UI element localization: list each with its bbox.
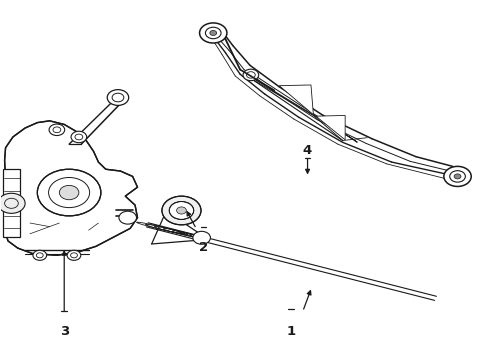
Circle shape	[59, 185, 79, 200]
Circle shape	[107, 90, 129, 105]
Circle shape	[162, 196, 201, 225]
Text: 3: 3	[60, 325, 69, 338]
Polygon shape	[4, 121, 138, 255]
Circle shape	[49, 124, 65, 135]
Polygon shape	[316, 116, 345, 140]
Polygon shape	[3, 169, 20, 237]
Circle shape	[37, 169, 101, 216]
Circle shape	[33, 250, 47, 260]
Polygon shape	[253, 77, 357, 142]
Circle shape	[444, 166, 471, 186]
Circle shape	[193, 231, 210, 244]
Text: 4: 4	[303, 144, 312, 157]
Circle shape	[176, 207, 186, 214]
Circle shape	[169, 202, 194, 220]
Circle shape	[210, 31, 217, 36]
Circle shape	[71, 131, 87, 143]
Circle shape	[454, 174, 461, 179]
Circle shape	[0, 193, 25, 213]
Text: 2: 2	[199, 241, 208, 254]
Circle shape	[67, 250, 81, 260]
Circle shape	[119, 211, 137, 224]
Circle shape	[199, 23, 227, 43]
Text: 1: 1	[287, 325, 296, 338]
Polygon shape	[279, 85, 314, 115]
Circle shape	[243, 69, 259, 81]
